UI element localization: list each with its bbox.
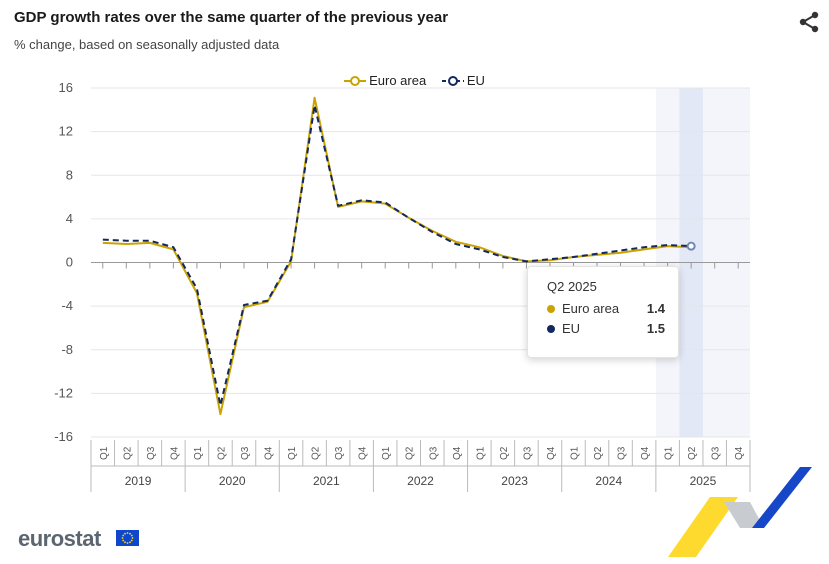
y-tick-label: -12 bbox=[54, 385, 73, 400]
quarter-label: Q2 bbox=[593, 446, 604, 460]
y-tick-label: 8 bbox=[66, 167, 73, 182]
quarter-label: Q4 bbox=[640, 446, 651, 460]
tooltip-row-eu: EU 1.5 bbox=[547, 321, 665, 336]
quarter-label: Q4 bbox=[734, 446, 745, 460]
y-tick-label: 4 bbox=[66, 211, 73, 226]
tooltip-value: 1.5 bbox=[646, 321, 665, 336]
decorative-swoosh-icon bbox=[668, 467, 812, 557]
y-tick-label: 12 bbox=[59, 124, 73, 139]
euro-area-dot-icon bbox=[547, 304, 555, 313]
y-tick-label: -8 bbox=[61, 342, 73, 357]
eu-flag-icon bbox=[116, 530, 139, 546]
share-icon[interactable] bbox=[799, 11, 829, 41]
year-label: 2023 bbox=[501, 474, 528, 488]
quarter-label: Q1 bbox=[381, 446, 392, 460]
quarter-label: Q3 bbox=[617, 446, 628, 460]
quarter-label: Q2 bbox=[405, 446, 416, 460]
quarter-label: Q4 bbox=[358, 446, 369, 460]
quarter-label: Q3 bbox=[428, 446, 439, 460]
y-tick-label: -4 bbox=[61, 298, 73, 313]
tooltip-value: 1.4 bbox=[646, 301, 665, 316]
year-label: 2025 bbox=[690, 474, 717, 488]
quarter-label: Q1 bbox=[193, 446, 204, 460]
quarter-label: Q2 bbox=[499, 446, 510, 460]
quarter-label: Q2 bbox=[216, 446, 227, 460]
quarter-label: Q2 bbox=[687, 446, 698, 460]
eurostat-logo: eurostat bbox=[18, 526, 101, 551]
chart-subtitle: % change, based on seasonally adjusted d… bbox=[14, 37, 280, 52]
series-line-eu bbox=[102, 104, 692, 407]
tooltip-row-euro-area: Euro area 1.4 bbox=[547, 301, 665, 316]
quarter-label: Q1 bbox=[475, 446, 486, 460]
quarter-label: Q1 bbox=[99, 446, 110, 460]
legend-label-euro-area: Euro area bbox=[369, 73, 427, 88]
quarter-label: Q1 bbox=[664, 446, 675, 460]
year-label: 2022 bbox=[407, 474, 434, 488]
year-label: 2024 bbox=[595, 474, 622, 488]
quarter-label: Q4 bbox=[264, 446, 275, 460]
chart-legend: Euro area EU bbox=[0, 73, 829, 90]
y-tick-label: 16 bbox=[59, 80, 73, 95]
quarter-label: Q1 bbox=[287, 446, 298, 460]
quarter-label: Q3 bbox=[240, 446, 251, 460]
year-label: 2021 bbox=[313, 474, 340, 488]
eu-dot-icon bbox=[547, 324, 555, 333]
quarter-label: Q3 bbox=[522, 446, 533, 460]
tooltip-label: EU bbox=[562, 321, 581, 336]
quarter-label: Q4 bbox=[452, 446, 463, 460]
quarter-label: Q3 bbox=[711, 446, 722, 460]
tooltip-heading: Q2 2025 bbox=[547, 279, 597, 294]
quarter-label: Q2 bbox=[311, 446, 322, 460]
legend-item-eu[interactable]: EU bbox=[441, 73, 485, 88]
y-tick-label: -16 bbox=[54, 429, 73, 444]
legend-marker-euro-area-icon bbox=[344, 75, 367, 86]
tooltip-label: Euro area bbox=[562, 301, 620, 316]
quarter-label: Q4 bbox=[169, 446, 180, 460]
year-label: 2019 bbox=[125, 474, 152, 488]
legend-item-euro-area[interactable]: Euro area bbox=[344, 73, 426, 88]
y-tick-label: 0 bbox=[66, 255, 73, 270]
quarter-label: Q2 bbox=[122, 446, 133, 460]
quarter-label: Q4 bbox=[546, 446, 557, 460]
year-label: 2020 bbox=[219, 474, 246, 488]
chart-tooltip: Q2 2025 Euro area 1.4 EU 1.5 bbox=[527, 266, 679, 358]
quarter-label: Q1 bbox=[569, 446, 580, 460]
hover-point-marker bbox=[686, 241, 696, 251]
quarter-label: Q3 bbox=[334, 446, 345, 460]
series-line-euro-area bbox=[102, 96, 692, 416]
legend-marker-eu-icon bbox=[441, 75, 464, 86]
chart-title: GDP growth rates over the same quarter o… bbox=[14, 9, 449, 26]
quarter-label: Q3 bbox=[146, 446, 157, 460]
legend-label-eu: EU bbox=[466, 73, 485, 88]
